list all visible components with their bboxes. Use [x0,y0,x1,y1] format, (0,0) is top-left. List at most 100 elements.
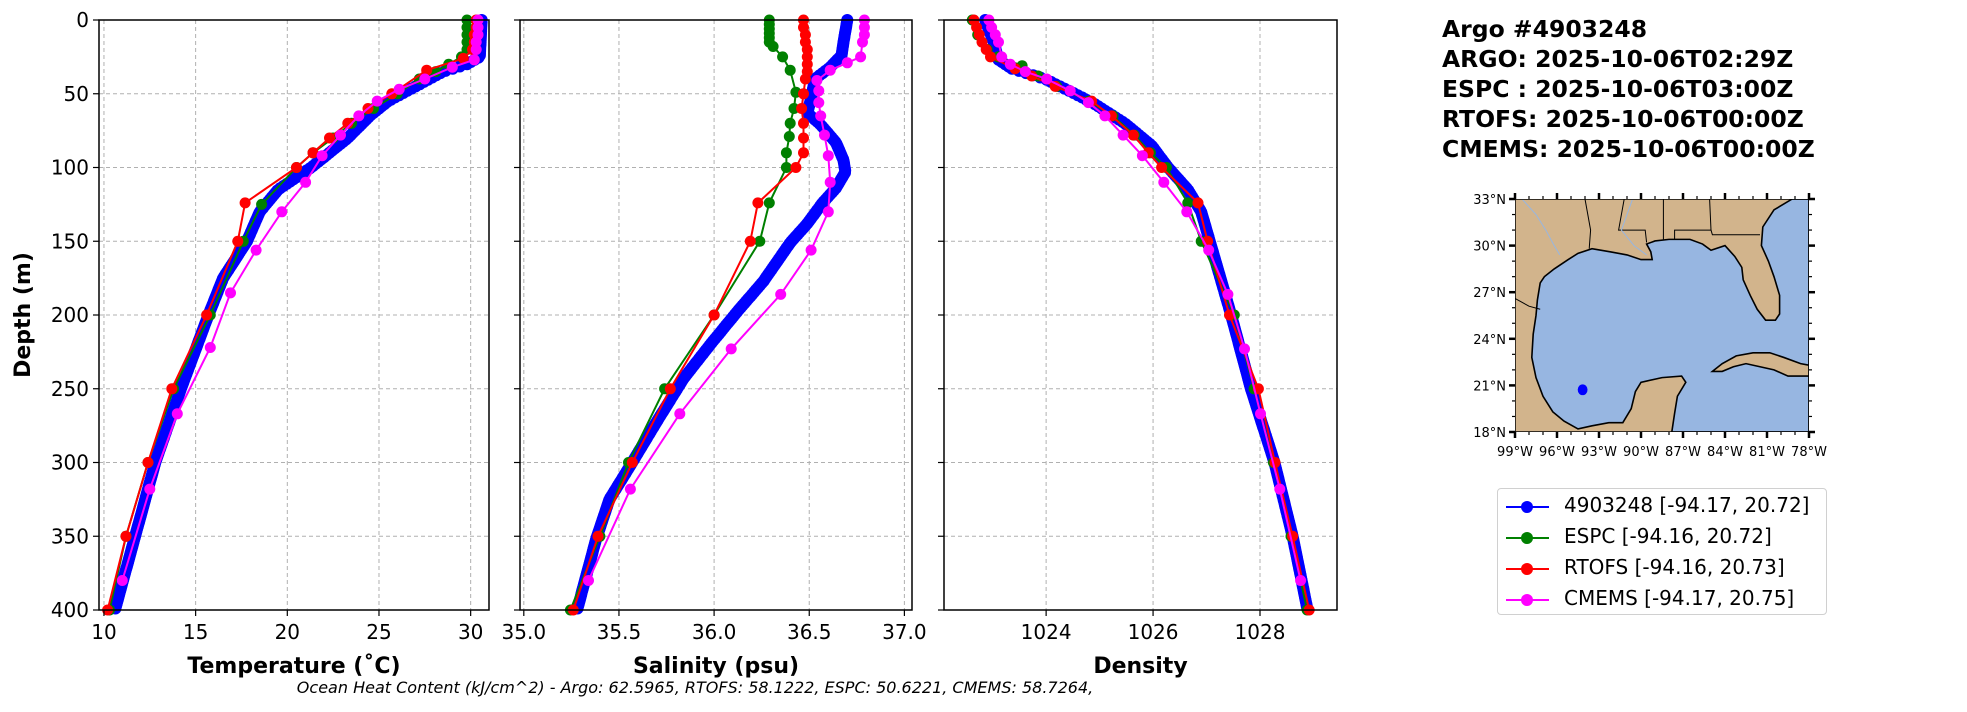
series-cmems-point [822,206,834,218]
x-axis-label: Temperature (˚C) [187,654,400,679]
legend-label: CMEMS [-94.17, 20.75] [1564,586,1795,610]
legend-marker-icon [1521,594,1533,606]
series-espc-point [780,147,792,159]
series-cmems-point [1255,408,1266,420]
series-rtofs-point [796,103,808,114]
y-tick-label: 150 [51,229,89,253]
series-cmems-point [674,408,686,420]
series-rtofs-point [664,383,676,395]
series-espc-point [763,197,775,209]
series-cmems-point [624,483,636,495]
series-cmems-point [1295,575,1307,586]
x-tick-label: 35.5 [597,620,642,644]
header-cmems-time: CMEMS: 2025-10-06T00:00Z [1442,135,1815,163]
series-cmems-point [1099,110,1111,122]
series-cmems-point [276,206,288,218]
series-rtofs-point [1127,129,1139,141]
series-rtofs-point [1156,162,1168,173]
series-rtofs-point [626,457,638,468]
y-tick-label: 400 [51,598,89,622]
header-espc-time: ESPC : 2025-10-06T03:00Z [1442,75,1794,103]
profile-header: Argo #4903248 ARGO: 2025-10-06T02:29Z ES… [1442,14,1815,164]
series-cmems-point [393,83,405,95]
series-cmems-point [1041,73,1053,85]
series-cmems-point [353,110,365,122]
series-cmems-point [1158,176,1170,188]
series-rtofs-point [985,51,996,63]
series-cmems-point [855,51,867,63]
series-cmems-point [371,95,383,107]
series-espc-point [256,198,268,210]
map-water [1532,199,1809,432]
legend-label: RTOFS [-94.16, 20.73] [1564,555,1785,579]
series-cmems-point [819,129,830,141]
x-tick-label: 1028 [1235,620,1286,644]
x-tick-label: 37.0 [882,620,927,644]
series-rtofs-point [307,147,319,159]
series-cmems-point [1136,150,1148,162]
map-cuba [1712,353,1809,376]
series-rtofs-point [457,52,469,64]
series-rtofs-point [708,309,720,321]
series-rtofs-point [752,197,764,209]
series-rtofs-point [799,73,811,85]
series-cmems-point [335,129,346,141]
series-cmems-point [419,73,431,85]
legend-item-argo: 4903248 [-94.17, 20.72] [1498,492,1826,522]
legend-marker-icon [1521,563,1533,575]
y-tick-label: 200 [51,303,89,327]
x-tick-label: 35.0 [502,620,547,644]
series-rtofs-point [798,147,809,159]
series-rtofs-point [1192,197,1204,209]
location-map [1515,199,1809,432]
series-cmems-point [775,288,787,300]
header-float-id: Argo #4903248 [1442,15,1648,43]
series-espc-point [784,64,796,76]
series-cmems-point [1064,85,1076,97]
x-tick-label: 30 [458,620,483,644]
panel-temperature: 10 15 20 25 30050100150200250300350400Temper… [11,8,490,679]
series-cmems-point [1004,58,1016,70]
header-argo-time: ARGO: 2025-10-06T02:29Z [1442,45,1794,73]
header-rtofs-time: RTOFS: 2025-10-06T00:00Z [1442,105,1804,133]
series-cmems-point [204,342,216,353]
series-rtofs-point [421,64,433,76]
series-cmems-point [1239,343,1250,355]
y-tick-label: 50 [64,82,89,106]
legend-item-rtofs: RTOFS [-94.16, 20.73] [1498,554,1826,584]
series-cmems-line [987,19,1302,581]
legend: 4903248 [-94.17, 20.72] ESPC [-94.16, 20… [1497,488,1827,615]
y-tick-label: 250 [51,377,89,401]
series-rtofs-point [291,162,302,173]
x-axis-label: Salinity (psu) [633,654,799,679]
x-tick-label: 36.5 [787,620,832,644]
map-rivers [1522,199,1647,255]
series-cmems-point [841,57,853,69]
ocean-heat-content-caption: Ocean Heat Content (kJ/cm^2) - Argo: 62.… [296,678,1094,697]
series-espc-point [767,41,779,52]
series-espc-point [754,235,766,247]
panel-salinity: 35.0 35.5 36.0 36.5 37.0 Salinity (psu) [502,14,927,679]
series-espc-point [784,117,796,129]
series-rtofs-point [744,235,756,247]
series-cmems-point [1274,483,1286,495]
series-cmems-point [225,287,236,299]
y-tick-label: 0 [76,8,89,32]
series-group [564,14,870,616]
series-cmems-point [470,44,482,55]
series-cmems-line [121,20,479,581]
legend-marker-icon [1521,532,1533,544]
series-cmems-point [857,36,868,48]
series-rtofs-point [790,162,802,173]
legend-item-espc: ESPC [-94.16, 20.72] [1498,523,1826,553]
series-espc-point [788,103,800,114]
series-cmems-point [815,110,827,122]
series-rtofs-point [239,197,251,209]
x-axis-label: Density [1093,654,1187,679]
legend-marker-icon [1521,501,1533,513]
series-cmems-point [583,575,594,586]
series-cmems-point [1203,244,1215,256]
series-4903248-line [113,19,484,609]
series-cmems-point [805,244,817,256]
